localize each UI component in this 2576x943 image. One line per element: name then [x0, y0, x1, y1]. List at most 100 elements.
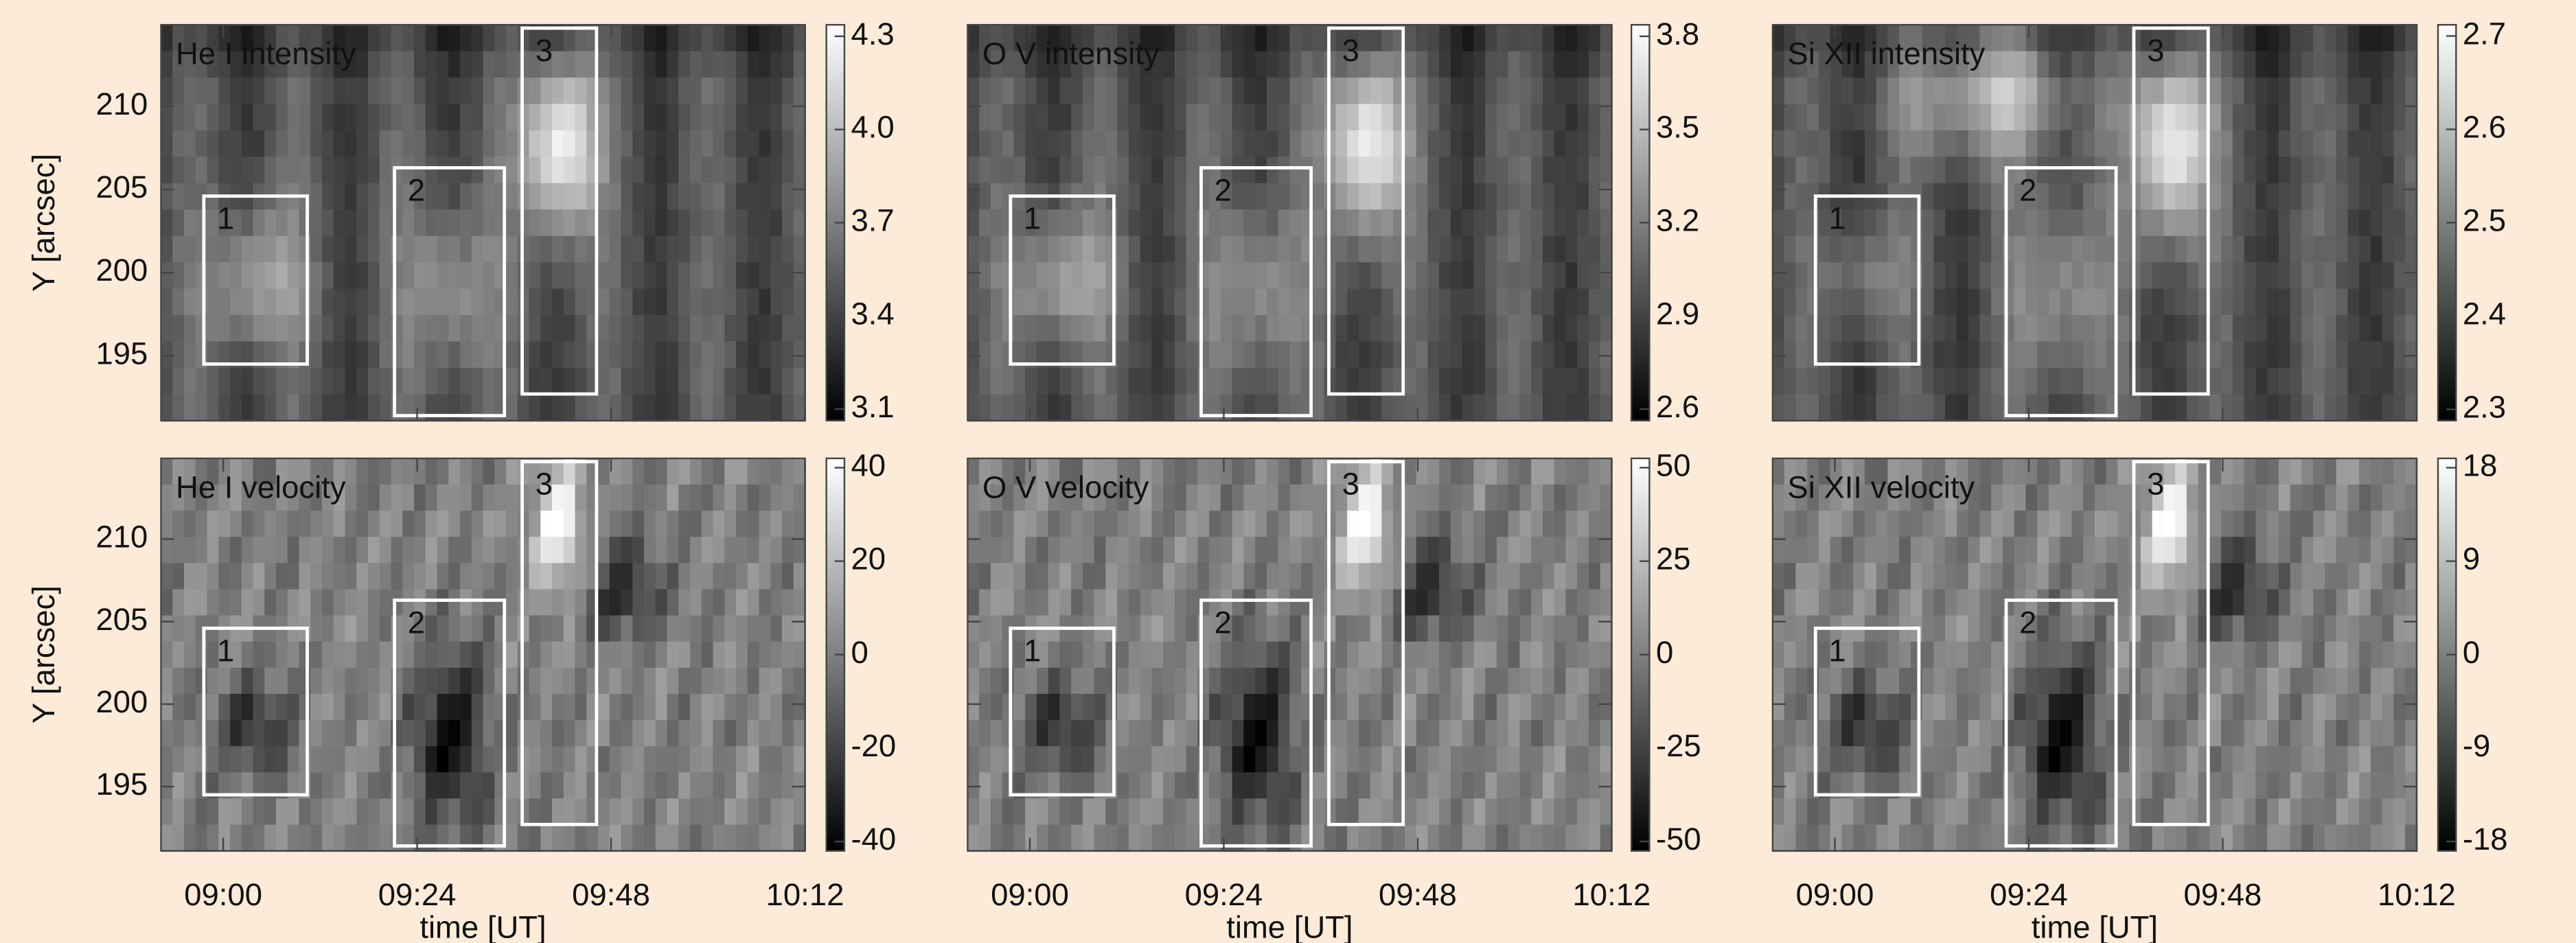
image-cell	[460, 78, 472, 105]
image-cell	[448, 368, 461, 395]
image-cell	[1267, 262, 1279, 290]
image-cell	[529, 798, 542, 826]
image-cell	[1427, 289, 1440, 316]
image-cell	[1485, 746, 1497, 773]
image-cell	[610, 78, 622, 105]
image-cell	[1117, 104, 1129, 131]
image-cell	[1002, 798, 1015, 826]
image-cell	[656, 209, 668, 237]
image-cell	[1853, 511, 1865, 538]
image-cell	[656, 798, 668, 826]
image-cell	[1209, 25, 1221, 52]
image-cell	[1347, 563, 1359, 590]
image-cell	[644, 156, 656, 184]
image-cell	[2106, 537, 2119, 564]
image-cell	[2336, 341, 2349, 369]
image-cell	[1301, 458, 1313, 486]
image-cell	[1899, 209, 1911, 237]
image-cell	[2163, 209, 2176, 237]
image-cell	[1347, 537, 1359, 564]
image-cell	[1519, 720, 1532, 747]
image-cell	[368, 156, 380, 184]
image-cell	[1381, 51, 1394, 79]
image-cell	[1497, 746, 1509, 773]
image-cell	[1462, 668, 1475, 695]
image-cell	[310, 798, 323, 826]
image-cell	[334, 341, 346, 369]
image-cell	[207, 825, 220, 852]
image-cell	[460, 485, 472, 512]
image-cell	[1773, 537, 1785, 564]
image-cell	[782, 51, 794, 79]
image-cell	[1519, 25, 1532, 52]
image-cell	[448, 341, 461, 369]
image-cell	[1140, 511, 1153, 538]
image-cell	[2163, 642, 2176, 669]
image-cell	[368, 825, 380, 852]
image-cell	[322, 772, 334, 800]
image-cell	[2037, 642, 2049, 669]
image-cell	[1335, 236, 1348, 264]
image-cell	[1197, 798, 1210, 826]
image-cell	[644, 772, 656, 800]
image-cell	[2255, 262, 2268, 290]
image-cell	[1151, 589, 1164, 616]
image-cell	[1243, 130, 1256, 158]
image-cell	[644, 394, 656, 421]
image-cell	[1795, 262, 1808, 290]
image-cell	[2359, 236, 2371, 264]
image-cell	[1887, 668, 1900, 695]
image-cell	[1405, 394, 1417, 421]
image-cell	[759, 25, 772, 52]
image-cell	[1462, 368, 1475, 395]
image-cell	[2152, 262, 2165, 290]
image-cell	[1289, 78, 1302, 105]
image-cell	[230, 589, 242, 616]
image-cell	[1037, 289, 1049, 316]
image-cell	[472, 394, 484, 421]
region-label: 3	[536, 467, 553, 502]
image-cell	[172, 183, 185, 211]
image-cell	[1439, 289, 1451, 316]
image-cell	[632, 616, 645, 643]
image-cell	[1359, 825, 1371, 852]
image-cell	[1451, 720, 1463, 747]
image-cell	[1209, 798, 1221, 826]
image-cell	[967, 236, 980, 264]
image-cell	[1439, 25, 1451, 52]
image-cell	[1795, 772, 1808, 800]
image-cell	[724, 25, 737, 52]
image-cell	[2175, 589, 2187, 616]
image-cell	[172, 236, 185, 264]
image-cell	[1232, 262, 1245, 290]
image-cell	[2187, 51, 2199, 79]
image-cell	[1795, 289, 1808, 316]
image-cell	[2290, 394, 2303, 421]
image-cell	[2244, 78, 2257, 105]
image-cell	[2049, 368, 2061, 395]
image-cell	[1059, 825, 1072, 852]
image-cell	[1485, 825, 1497, 852]
image-cell	[1497, 289, 1509, 316]
image-cell	[1451, 104, 1463, 131]
image-cell	[2336, 183, 2349, 211]
image-cell	[1209, 642, 1221, 669]
image-cell	[2267, 25, 2279, 52]
image-cell	[2152, 315, 2165, 342]
image-cell	[713, 341, 726, 369]
image-cell	[2382, 78, 2395, 105]
image-cell	[2359, 289, 2371, 316]
image-cell	[794, 720, 806, 747]
image-cell	[288, 394, 300, 421]
image-cell	[1508, 798, 1521, 826]
image-cell	[184, 616, 196, 643]
image-cell	[2175, 51, 2187, 79]
image-cell	[1427, 694, 1440, 721]
image-cell	[264, 130, 277, 158]
image-cell	[2083, 368, 2095, 395]
image-cell	[1531, 289, 1543, 316]
image-cell	[288, 236, 300, 264]
image-cell	[1002, 368, 1015, 395]
image-cell	[2279, 209, 2291, 237]
image-cell	[1473, 825, 1486, 852]
